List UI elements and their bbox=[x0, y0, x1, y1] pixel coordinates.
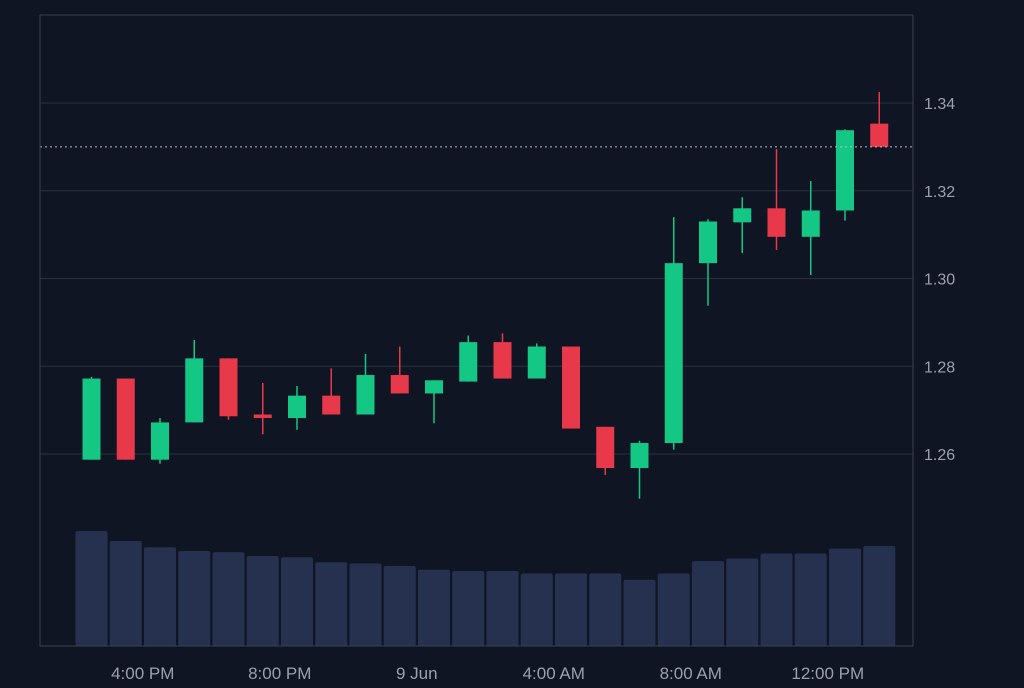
candle-body bbox=[116, 378, 135, 460]
x-tick-label: 12:00 PM bbox=[791, 664, 864, 683]
volume-bar bbox=[829, 548, 861, 646]
candle-body bbox=[459, 342, 478, 382]
candle-up[interactable] bbox=[82, 376, 101, 460]
candle-down[interactable] bbox=[390, 346, 409, 394]
x-tick-label: 8:00 AM bbox=[660, 664, 722, 683]
candle-up[interactable] bbox=[288, 385, 306, 430]
y-tick-label: 1.30 bbox=[924, 272, 955, 289]
candle-up[interactable] bbox=[459, 335, 478, 382]
y-tick-label: 1.26 bbox=[924, 447, 955, 464]
candle-down[interactable] bbox=[767, 149, 786, 250]
price-axis[interactable]: 1.26 1.28 1.30 1.32 1.34 bbox=[924, 96, 955, 464]
candle-body bbox=[151, 422, 169, 460]
candle-down[interactable] bbox=[253, 382, 272, 435]
candle-up[interactable] bbox=[630, 440, 649, 499]
candle-body bbox=[630, 443, 649, 469]
volume-bar bbox=[657, 573, 690, 646]
volume-bar bbox=[178, 551, 211, 646]
candle-up[interactable] bbox=[527, 343, 546, 379]
y-tick-label: 1.28 bbox=[924, 359, 955, 376]
candle-body bbox=[425, 380, 443, 394]
candle-up[interactable] bbox=[699, 219, 717, 306]
volume-bar bbox=[486, 571, 519, 646]
candle-down[interactable] bbox=[219, 358, 238, 420]
volume-bar bbox=[246, 556, 279, 646]
candle-body bbox=[82, 378, 101, 460]
candles[interactable] bbox=[82, 92, 889, 499]
candle-down[interactable] bbox=[322, 368, 341, 415]
candle-body bbox=[870, 123, 889, 147]
volume-bar bbox=[315, 562, 348, 646]
candle-up[interactable] bbox=[425, 380, 443, 424]
candle-body bbox=[219, 358, 238, 417]
candle-down[interactable] bbox=[493, 333, 512, 379]
y-tick-label: 1.32 bbox=[924, 184, 955, 201]
candle-body bbox=[733, 208, 752, 223]
candle-up[interactable] bbox=[664, 217, 683, 450]
candle-body bbox=[322, 395, 341, 415]
candle-down[interactable] bbox=[870, 92, 889, 147]
volume-bar bbox=[692, 561, 724, 646]
candle-body bbox=[664, 263, 683, 444]
candle-body bbox=[390, 375, 409, 394]
candle-up[interactable] bbox=[151, 418, 169, 464]
y-tick-label: 1.34 bbox=[924, 96, 955, 113]
volume-bar bbox=[794, 553, 827, 646]
volume-bar bbox=[452, 571, 485, 646]
candle-body bbox=[699, 221, 717, 264]
candle-down[interactable] bbox=[116, 378, 135, 460]
candle-body bbox=[288, 395, 306, 419]
volume-bars bbox=[75, 531, 896, 646]
volume-bar bbox=[281, 557, 313, 646]
x-tick-label: 9 Jun bbox=[396, 664, 438, 683]
volume-bar bbox=[75, 531, 108, 646]
candle-body bbox=[356, 375, 375, 415]
candle-up[interactable] bbox=[836, 129, 854, 221]
volume-bar bbox=[520, 573, 553, 646]
volume-bar bbox=[212, 552, 245, 646]
candle-body bbox=[253, 414, 272, 419]
candle-body bbox=[527, 346, 546, 379]
volume-bar bbox=[109, 541, 142, 646]
volume-bar bbox=[418, 569, 450, 646]
candle-body bbox=[185, 358, 204, 423]
volume-bar bbox=[726, 558, 759, 646]
volume-bar bbox=[760, 553, 793, 646]
volume-bar bbox=[383, 566, 416, 646]
volume-bar bbox=[589, 573, 622, 646]
candle-body bbox=[493, 342, 512, 379]
time-axis[interactable]: 4:00 PM 8:00 PM 9 Jun 4:00 AM 8:00 AM 12:00 P… bbox=[111, 664, 864, 683]
x-tick-label: 8:00 PM bbox=[248, 664, 311, 683]
candle-up[interactable] bbox=[356, 353, 375, 415]
volume-bar bbox=[863, 546, 896, 646]
candle-body bbox=[562, 346, 580, 429]
candle-body bbox=[767, 208, 786, 237]
x-tick-label: 4:00 AM bbox=[523, 664, 585, 683]
x-tick-label: 4:00 PM bbox=[111, 664, 174, 683]
candle-up[interactable] bbox=[801, 181, 820, 275]
candle-body bbox=[801, 210, 820, 237]
volume-bar bbox=[623, 579, 656, 646]
volume-bar bbox=[349, 563, 382, 646]
candle-body bbox=[596, 426, 615, 469]
candle-down[interactable] bbox=[562, 346, 580, 429]
volume-bar bbox=[555, 573, 587, 646]
candle-up[interactable] bbox=[733, 197, 752, 254]
volume-bar bbox=[144, 547, 176, 646]
plot-frame bbox=[39, 14, 914, 647]
candle-body bbox=[836, 130, 854, 211]
candle-up[interactable] bbox=[185, 339, 204, 423]
candle-down[interactable] bbox=[596, 426, 615, 476]
